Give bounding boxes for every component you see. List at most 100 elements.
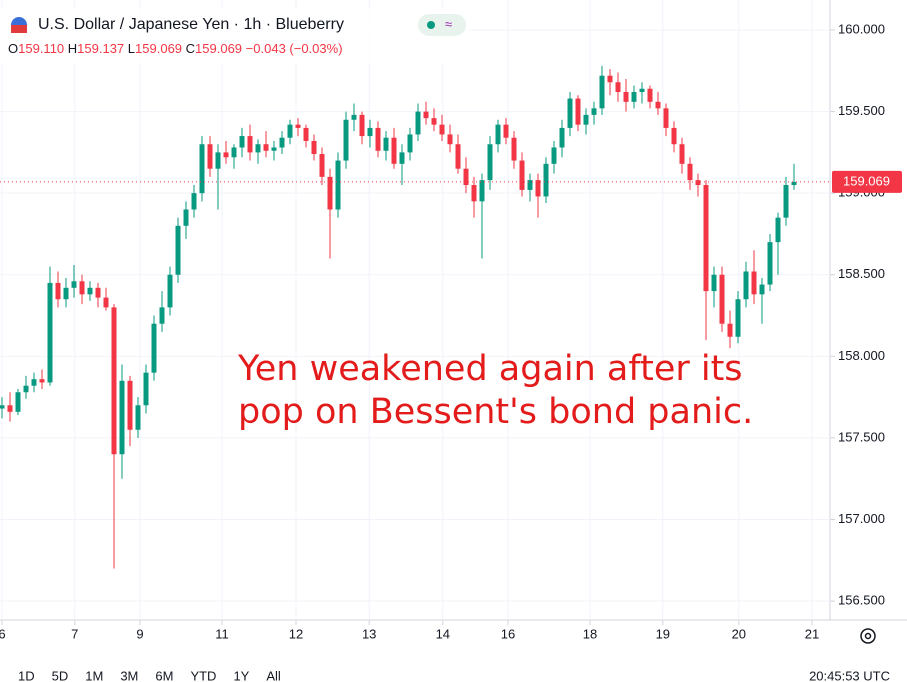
ohlc-key: C — [186, 41, 195, 56]
range-button[interactable]: 3M — [120, 668, 138, 682]
last-price-box — [832, 170, 902, 193]
y-tick-label: 157.000 — [838, 511, 885, 526]
candle-body — [583, 114, 589, 125]
range-button[interactable]: 5D — [52, 668, 69, 682]
legend-bg — [0, 8, 470, 64]
candle-body — [159, 307, 165, 324]
candle-body — [271, 147, 277, 151]
y-tick-label: 158.000 — [838, 348, 885, 363]
x-tick-label: 13 — [362, 626, 376, 641]
candle-body — [671, 127, 677, 145]
candle-body — [687, 163, 693, 181]
candle-body — [447, 134, 453, 145]
clock: 20:45:53 UTC — [809, 668, 890, 682]
x-tick-label: 6 — [0, 626, 6, 641]
ohlc-value: 159.110 — [18, 41, 64, 56]
range-button[interactable]: 1D — [18, 668, 35, 682]
candle-body — [559, 127, 565, 148]
candle-body — [439, 124, 445, 135]
candle-body — [511, 137, 517, 161]
candle-body — [479, 180, 485, 202]
ohlc-legend: O159.110 H159.137 L159.069 C159.069 −0.0… — [8, 41, 343, 56]
candle-body — [279, 137, 285, 148]
candle-body — [711, 274, 717, 292]
candle-body — [431, 118, 437, 125]
candle-body — [23, 385, 29, 393]
candle-body — [535, 180, 541, 197]
settings-icon[interactable] — [860, 628, 876, 644]
candle-body — [135, 405, 141, 430]
candle-body — [199, 144, 205, 194]
candle-body — [327, 176, 333, 210]
candle-body — [623, 92, 629, 102]
x-tick-label: 21 — [805, 626, 819, 641]
annotation: Yen weakened again after its pop on Besse… — [238, 348, 753, 434]
candle-body — [231, 147, 237, 158]
range-button[interactable]: 1M — [85, 668, 103, 682]
candle-body — [519, 160, 525, 190]
market-open-dot — [427, 21, 435, 29]
candle-body — [15, 392, 21, 412]
status-badge — [418, 14, 466, 36]
ohlc-key: L — [128, 41, 135, 56]
candle-body — [31, 379, 37, 386]
ohlc-value: 159.137 — [77, 41, 124, 56]
candle-body — [167, 274, 173, 308]
candle-body — [615, 82, 621, 93]
candle-body — [143, 372, 149, 406]
candle-body — [287, 124, 293, 138]
candle-body — [111, 307, 117, 455]
candle-body — [79, 281, 85, 295]
annotation-line: Yen weakened again after its — [238, 349, 743, 389]
candle-body — [239, 136, 245, 148]
ohlc-key: O — [8, 41, 18, 56]
candle-body — [183, 209, 189, 226]
candle-body — [703, 185, 709, 292]
candle-body — [63, 287, 69, 300]
candle-body — [7, 405, 13, 412]
candle-body — [591, 108, 597, 115]
symbol-icon-flag — [11, 25, 27, 33]
candle-body — [767, 242, 773, 285]
candle-body — [375, 127, 381, 151]
candle-body — [255, 144, 261, 153]
x-tick-label: 11 — [215, 626, 229, 641]
candle-body — [303, 127, 309, 141]
candle-body — [495, 124, 501, 145]
ohlc-change: −0.043 (−0.03%) — [246, 41, 343, 56]
candle-body — [487, 144, 493, 181]
candle-body — [71, 281, 77, 288]
candle-body — [247, 136, 253, 153]
range-button[interactable]: All — [266, 668, 281, 682]
x-tick-label: 20 — [732, 626, 746, 641]
y-tick-label: 159.500 — [838, 103, 885, 118]
candle-body — [735, 299, 741, 337]
candle-body — [575, 98, 581, 125]
candle-body — [783, 185, 789, 218]
candle-body — [551, 147, 557, 164]
range-button[interactable]: 1Y — [233, 668, 249, 682]
candle-body — [55, 282, 61, 300]
candle-body — [223, 152, 229, 158]
x-tick-label: 19 — [656, 626, 670, 641]
candle-body — [191, 193, 197, 210]
candle-body — [543, 163, 549, 197]
candle-body — [359, 114, 365, 137]
x-tick-label: 12 — [289, 626, 303, 641]
candle-body — [263, 144, 269, 151]
candle-body — [759, 284, 765, 295]
bottom-bar: 1D 5D 1M 3M 6M YTD 1Y All — [18, 668, 281, 682]
range-button[interactable]: 6M — [155, 668, 173, 682]
ohlc-value: 159.069 — [195, 41, 242, 56]
last-price-label: 159.069 — [843, 173, 890, 188]
candle-body — [415, 111, 421, 135]
range-button[interactable]: YTD — [190, 668, 216, 682]
candle-body — [295, 124, 301, 128]
candle-body — [391, 137, 397, 164]
candle-body — [567, 98, 573, 128]
candle-body — [207, 144, 213, 169]
candle-body — [599, 75, 605, 109]
candle-body — [351, 114, 357, 120]
candle-body — [663, 108, 669, 128]
candle-body — [727, 323, 733, 337]
